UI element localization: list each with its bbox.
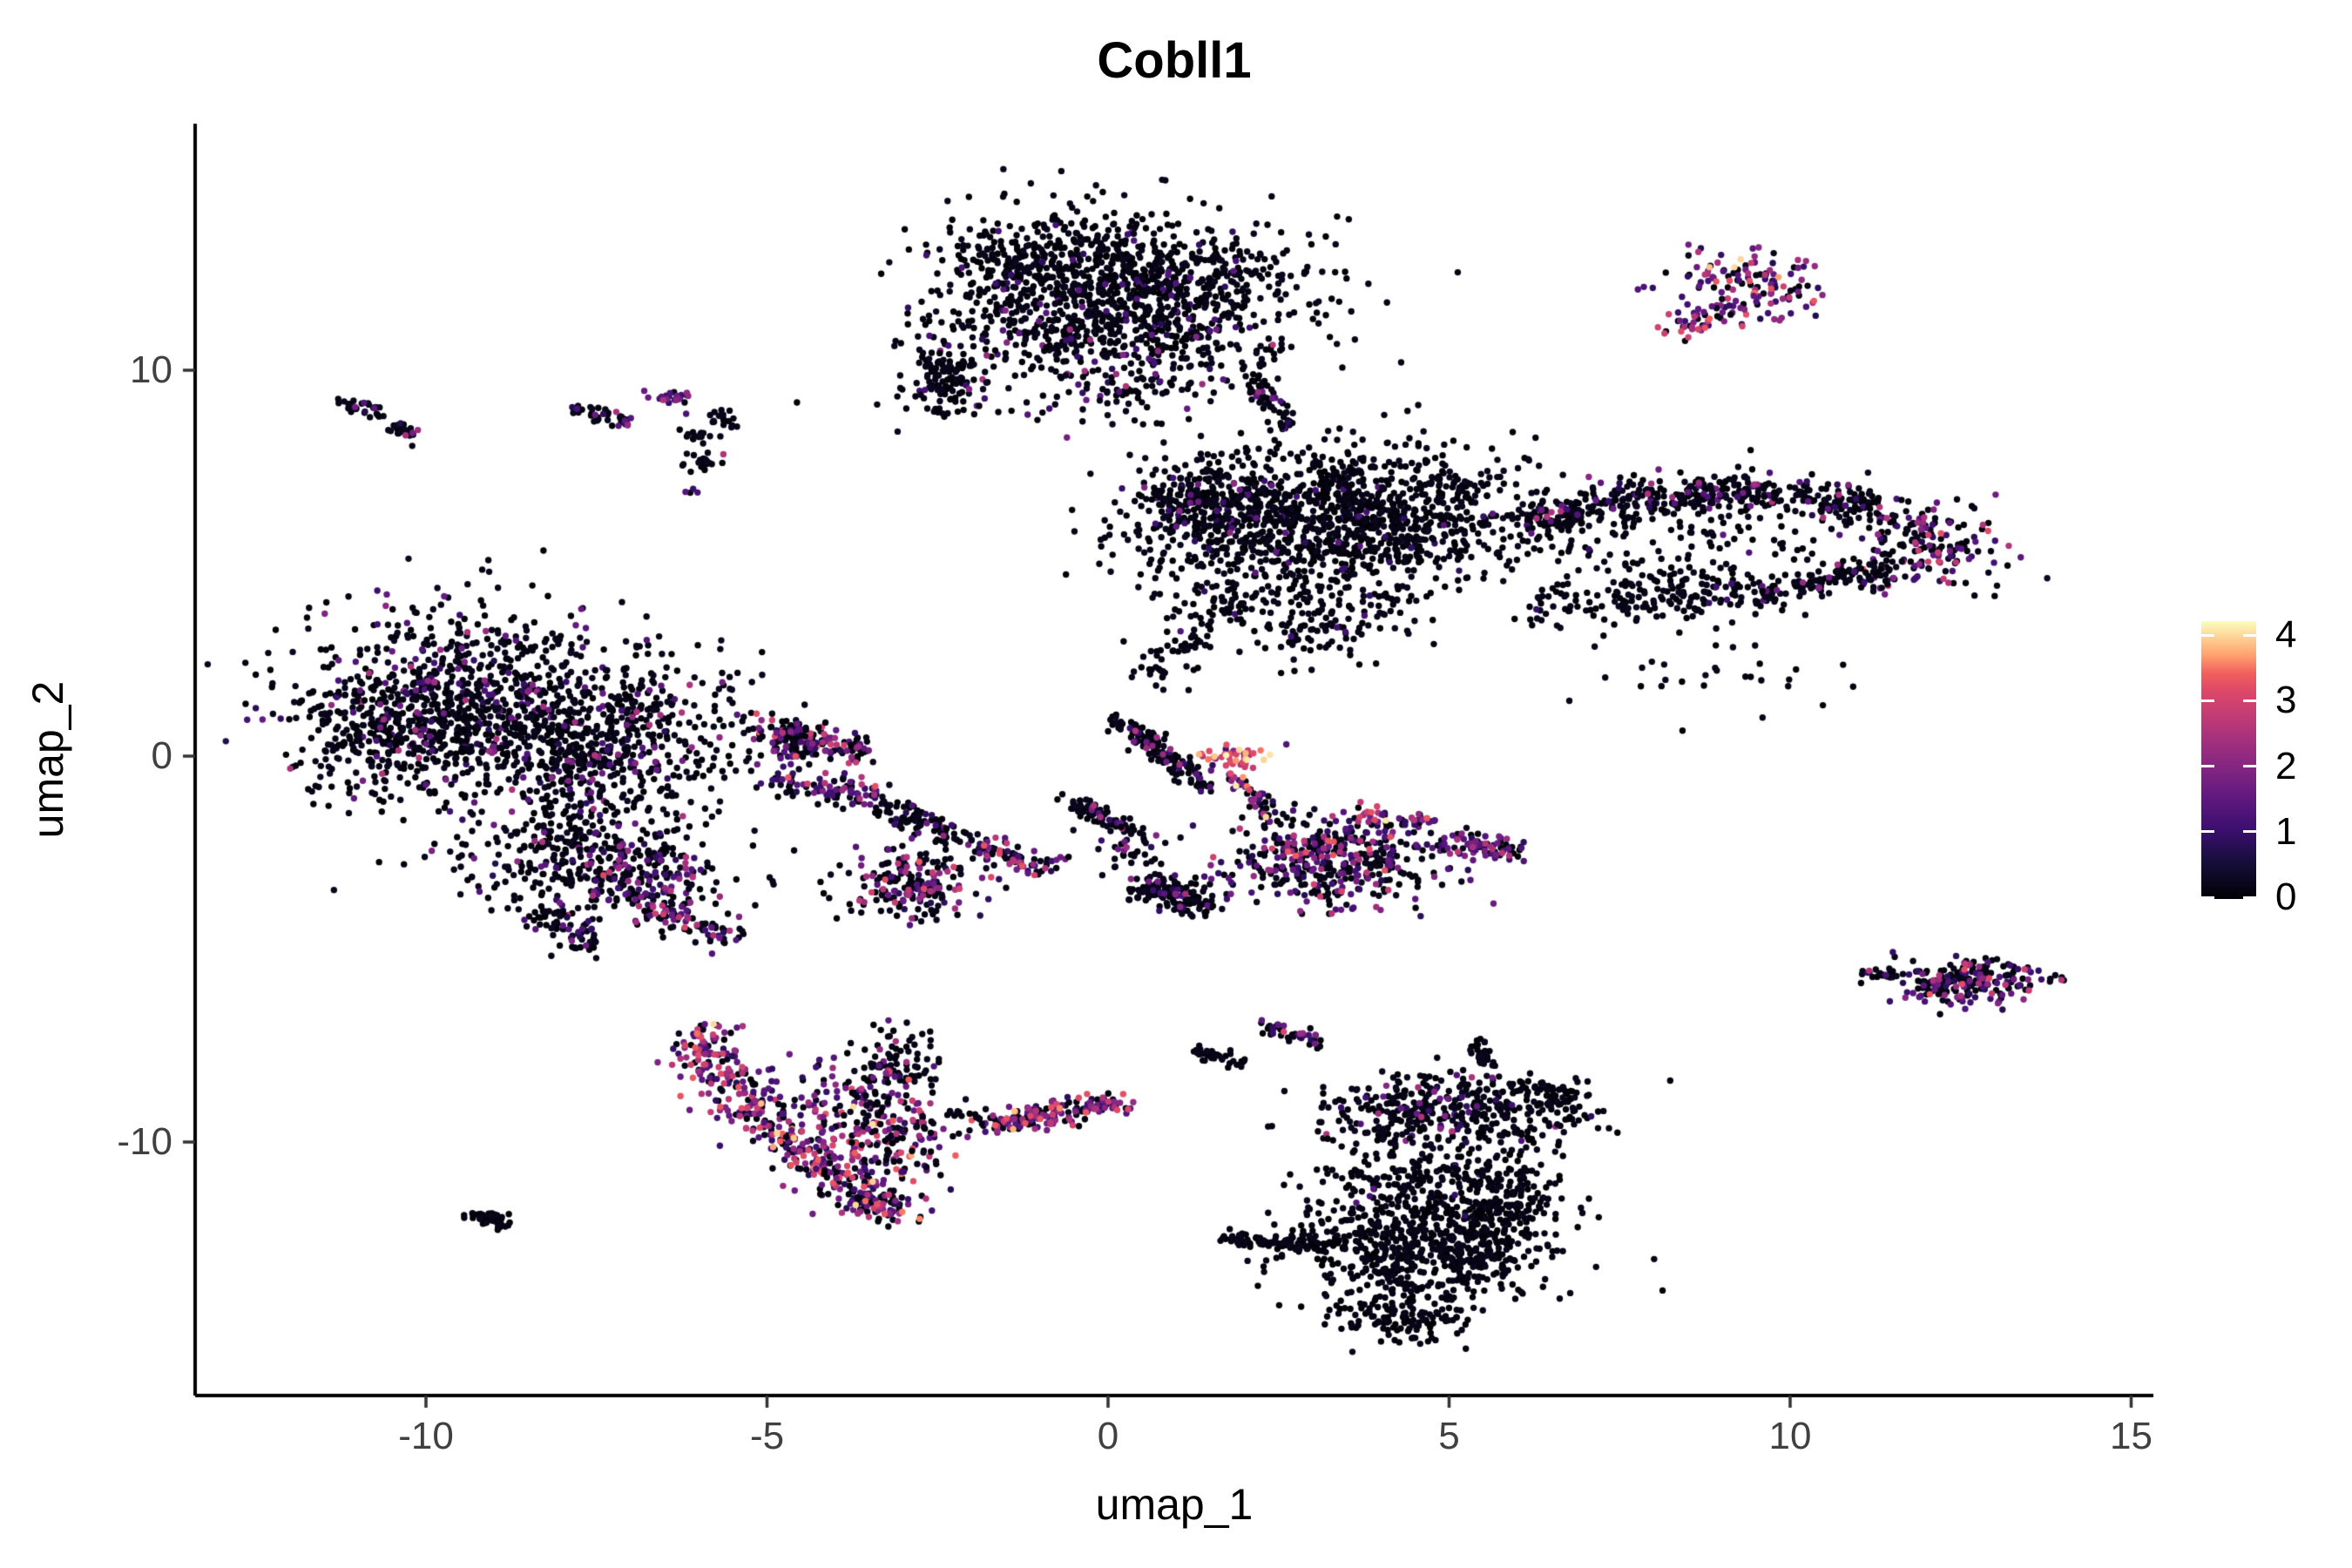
colorbar-tick-mark <box>2201 633 2214 637</box>
x-axis-tick-label: 10 <box>1768 1415 1812 1457</box>
colorbar-tick-mark <box>2201 765 2214 767</box>
colorbar-tick-mark <box>2201 896 2214 899</box>
y-axis-tick-label: -10 <box>117 1120 172 1163</box>
x-axis-title: umap_1 <box>1095 1480 1254 1529</box>
colorbar-tick-mark <box>2243 633 2256 637</box>
colorbar-tick-label: 4 <box>2275 613 2297 656</box>
y-axis-tick-label: 0 <box>151 734 172 777</box>
colorbar-tick-mark <box>2243 699 2256 702</box>
colorbar-tick-mark <box>2243 765 2256 767</box>
colorbar-tick-label: 3 <box>2275 679 2297 722</box>
x-axis-tick-label: -10 <box>398 1415 454 1457</box>
x-axis-tick-label: -5 <box>749 1415 785 1457</box>
colorbar-tick-label: 0 <box>2275 875 2297 918</box>
colorbar-tick-label: 2 <box>2275 744 2297 787</box>
colorbar-tick-mark <box>2201 830 2214 834</box>
x-axis-tick-label: 0 <box>1097 1415 1119 1457</box>
plot-title: Cobll1 <box>1097 32 1252 89</box>
x-axis-tick-label: 5 <box>1438 1415 1460 1457</box>
colorbar-tick-label: 1 <box>2275 809 2297 853</box>
colorbar-tick-mark <box>2243 830 2256 834</box>
x-axis-tick-label: 15 <box>2110 1415 2153 1457</box>
colorbar-tick-mark <box>2201 699 2214 702</box>
colorbar-gradient <box>2201 621 2256 899</box>
colorbar-tick-mark <box>2243 896 2256 899</box>
y-axis-tick-label: 10 <box>130 348 172 391</box>
